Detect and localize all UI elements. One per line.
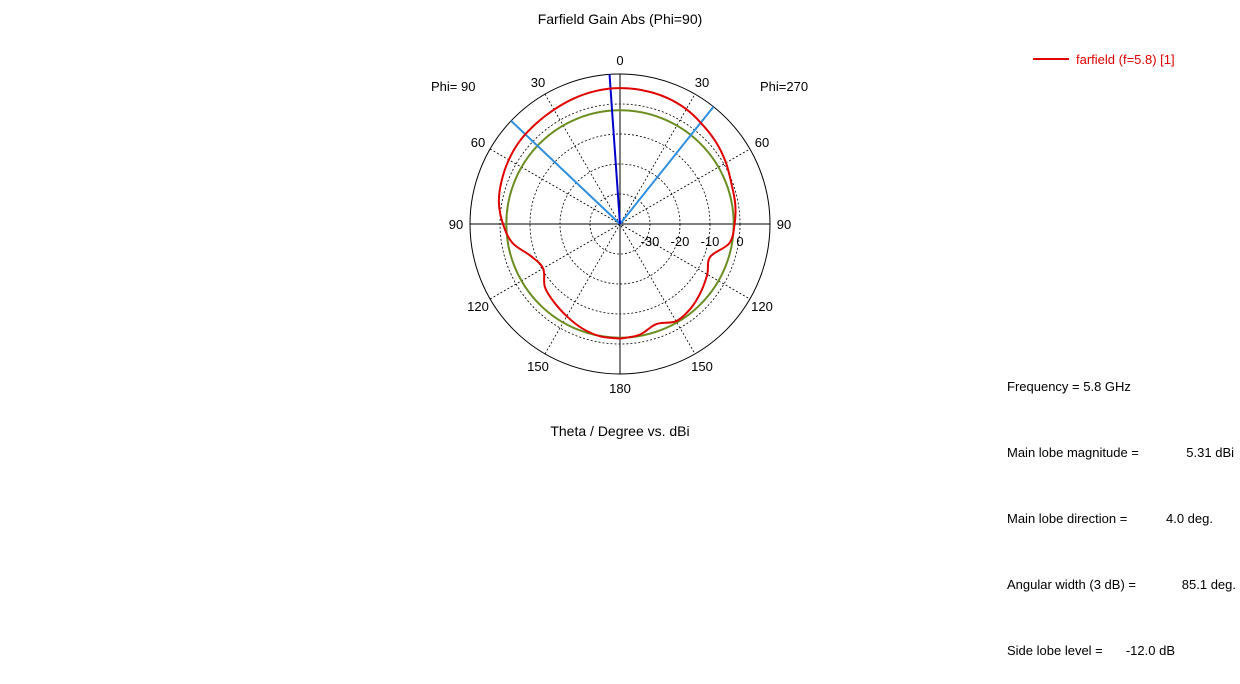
angle-tick-label: 0 — [616, 53, 623, 68]
beamwidth-line-left — [511, 121, 620, 224]
angle-tick-label: 60 — [755, 135, 769, 150]
info-value: 85.1 deg. — [1164, 574, 1236, 596]
radial-tick-labels: -30 -20 -10 0 — [641, 234, 744, 249]
radial-tick-label: -20 — [671, 234, 690, 249]
radial-tick-label: 0 — [736, 234, 743, 249]
radial-tick-label: -30 — [641, 234, 660, 249]
angle-tick-label: 90 — [449, 217, 463, 232]
phi-right-label: Phi=270 — [760, 79, 808, 94]
chart-title: Farfield Gain Abs (Phi=90) — [538, 11, 703, 27]
series-layer — [499, 88, 736, 339]
info-row-main-lobe-magnitude: Main lobe magnitude = 5.31 dBi — [1007, 442, 1236, 464]
farfield-info-panel: Frequency = 5.8 GHz Main lobe magnitude … — [1007, 332, 1236, 684]
radial-tick-label: -10 — [701, 234, 720, 249]
phi-left-label: Phi= 90 — [431, 79, 475, 94]
angle-tick-label: 120 — [467, 299, 489, 314]
info-label: Side lobe level = — [1007, 640, 1117, 662]
x-axis-label: Theta / Degree vs. dBi — [550, 423, 689, 439]
info-value: -12.0 dB — [1117, 640, 1175, 662]
angle-tick-label: 120 — [751, 299, 773, 314]
info-row-frequency: Frequency = 5.8 GHz — [1007, 376, 1236, 398]
info-row-angular-width: Angular width (3 dB) = 85.1 deg. — [1007, 574, 1236, 596]
series-line — [499, 88, 736, 339]
info-value: 5.31 dBi — [1177, 442, 1234, 464]
angle-tick-label: 150 — [691, 359, 713, 374]
info-label: Frequency = 5.8 GHz — [1007, 376, 1131, 398]
angle-tick-label: 90 — [777, 217, 791, 232]
info-label: Main lobe magnitude = — [1007, 442, 1177, 464]
info-row-main-lobe-direction: Main lobe direction = 4.0 deg. — [1007, 508, 1236, 530]
info-label: Main lobe direction = — [1007, 508, 1157, 530]
angle-tick-label: 150 — [527, 359, 549, 374]
angle-tick-label: 30 — [531, 75, 545, 90]
legend-label: farfield (f=5.8) [1] — [1076, 52, 1175, 67]
angle-tick-label: 30 — [695, 75, 709, 90]
info-row-side-lobe-level: Side lobe level = -12.0 dB — [1007, 640, 1236, 662]
info-label: Angular width (3 dB) = — [1007, 574, 1164, 596]
angle-tick-label: 180 — [609, 381, 631, 396]
angle-tick-label: 60 — [471, 135, 485, 150]
main-lobe-line — [610, 74, 620, 224]
info-value: 4.0 deg. — [1157, 508, 1213, 530]
